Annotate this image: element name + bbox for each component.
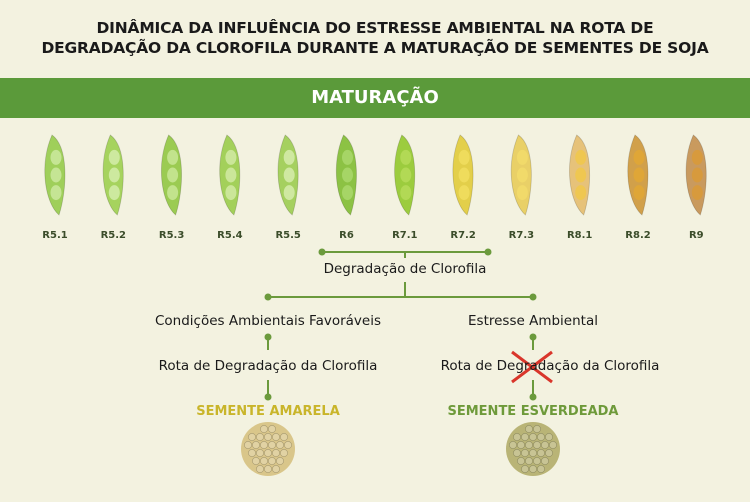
stage-label: R9	[688, 230, 704, 241]
stage-label: R7.2	[450, 230, 476, 241]
stage-label: R8.1	[566, 230, 593, 241]
favorable-conditions-label: Condições Ambientais Favoráveis	[154, 313, 382, 329]
pod-R6	[335, 134, 357, 216]
pod-R5.2	[102, 134, 124, 216]
stage-label: R5.5	[275, 230, 301, 241]
right-degradation-route-label: Rota de Degradação da Clorofila	[440, 358, 660, 374]
blocked-route-cross-icon	[511, 350, 553, 384]
maturation-banner: MATURAÇÃO	[0, 78, 750, 118]
pod-R7.2	[452, 134, 474, 216]
connector-dot	[264, 293, 272, 301]
pod-R8.2	[627, 134, 649, 216]
stage-label: R6	[339, 230, 354, 241]
title-line-1: DINÂMICA DA INFLUÊNCIA DO ESTRESSE AMBIE…	[96, 19, 654, 37]
pod-R8.1	[569, 134, 590, 216]
stage-label: R5.2	[100, 230, 126, 241]
stage-label: R5.4	[217, 230, 243, 241]
pod-R7.1	[394, 134, 416, 216]
title-line-2: DEGRADAÇÃO DA CLOROFILA DURANTE A MATURA…	[41, 39, 709, 57]
pod-R5.5	[277, 134, 299, 216]
pod-R5.4	[219, 134, 241, 216]
connector-dot	[264, 393, 272, 401]
chlorophyll-degradation-label: Degradação de Clorofila	[323, 261, 487, 277]
connector-dot	[529, 293, 537, 301]
stage-label: R7.3	[508, 230, 535, 241]
stage-label: R8.2	[625, 230, 651, 241]
yellow-seed-pile	[241, 422, 295, 476]
environmental-stress-label: Estresse Ambiental	[468, 313, 598, 329]
pod-R5.1	[44, 134, 66, 216]
green-seed-label: SEMENTE ESVERDEADA	[447, 404, 619, 419]
connector-dot	[264, 333, 272, 341]
yellow-seed-label: SEMENTE AMARELA	[196, 404, 340, 419]
connector-dot	[529, 333, 537, 341]
pod-R7.3	[510, 134, 532, 216]
pod-R9	[685, 134, 707, 216]
connector-dot	[318, 248, 326, 256]
green-seed-pile	[506, 422, 560, 476]
stage-label: R7.1	[392, 230, 418, 241]
stage-label: R5.3	[158, 230, 185, 241]
left-degradation-route-label: Rota de Degradação da Clorofila	[158, 358, 378, 374]
pod-R5.3	[161, 134, 182, 216]
banner-label: MATURAÇÃO	[311, 87, 439, 108]
seed-piles	[241, 422, 560, 476]
connector-dot	[484, 248, 492, 256]
connector-dot	[529, 393, 537, 401]
stage-label: R5.1	[42, 230, 68, 241]
page-title: DINÂMICA DA INFLUÊNCIA DO ESTRESSE AMBIE…	[0, 18, 750, 58]
connector-lines	[264, 248, 537, 401]
soybean-pods	[44, 134, 707, 216]
